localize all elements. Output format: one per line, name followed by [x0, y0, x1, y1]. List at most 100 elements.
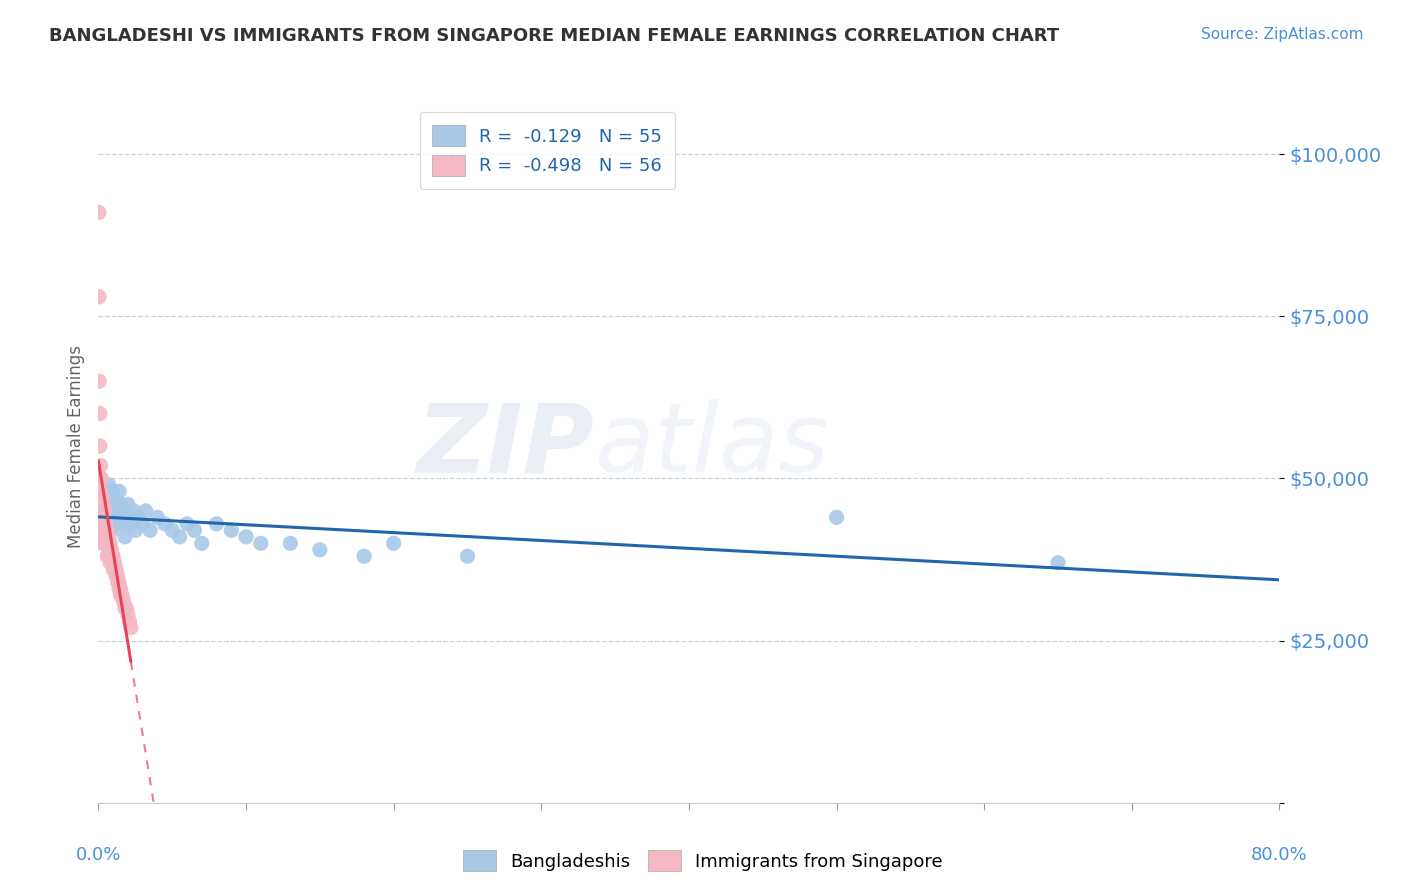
Point: [104, 556, 127, 570]
Point: [1046, 556, 1070, 570]
Point: [139, 524, 162, 538]
Point: [98, 491, 121, 505]
Point: [117, 497, 139, 511]
Point: [250, 536, 273, 550]
Point: [100, 542, 122, 557]
Point: [90, 510, 112, 524]
Legend: R =  -0.129   N = 55, R =  -0.498   N = 56: R = -0.129 N = 55, R = -0.498 N = 56: [419, 112, 675, 188]
Point: [89, 290, 111, 304]
Point: [110, 497, 132, 511]
Point: [104, 516, 127, 531]
Point: [96, 497, 118, 511]
Point: [124, 524, 146, 538]
Point: [110, 510, 132, 524]
Point: [90, 504, 112, 518]
Point: [93, 510, 115, 524]
Point: [93, 524, 115, 538]
Point: [107, 575, 129, 590]
Point: [104, 491, 127, 505]
Point: [100, 484, 122, 499]
Point: [107, 568, 129, 582]
Point: [115, 510, 138, 524]
Point: [117, 607, 139, 622]
Point: [104, 562, 127, 576]
Point: [105, 504, 128, 518]
Point: [105, 562, 128, 576]
Point: [153, 516, 176, 531]
Point: [93, 516, 115, 531]
Point: [94, 536, 117, 550]
Point: [94, 524, 117, 538]
Text: 0.0%: 0.0%: [76, 846, 121, 863]
Point: [87, 205, 110, 219]
Text: BANGLADESHI VS IMMIGRANTS FROM SINGAPORE MEDIAN FEMALE EARNINGS CORRELATION CHAR: BANGLADESHI VS IMMIGRANTS FROM SINGAPORE…: [49, 27, 1059, 45]
Point: [98, 536, 121, 550]
Point: [103, 556, 125, 570]
Point: [110, 582, 132, 596]
Point: [89, 524, 111, 538]
Point: [280, 536, 302, 550]
Point: [90, 497, 112, 511]
Point: [353, 549, 375, 564]
Point: [97, 516, 120, 531]
Point: [97, 549, 120, 564]
Point: [91, 497, 114, 511]
Point: [114, 530, 136, 544]
Point: [94, 484, 117, 499]
Point: [96, 536, 118, 550]
Point: [382, 536, 405, 550]
Point: [176, 516, 198, 531]
Point: [103, 549, 125, 564]
Point: [110, 588, 132, 602]
Point: [191, 536, 214, 550]
Point: [90, 484, 112, 499]
Point: [98, 556, 121, 570]
Point: [96, 524, 118, 538]
Point: [309, 542, 332, 557]
Point: [96, 549, 118, 564]
Point: [122, 504, 145, 518]
Point: [98, 504, 121, 518]
Point: [89, 407, 111, 421]
Point: [90, 471, 112, 485]
Point: [90, 491, 112, 505]
Point: [120, 621, 142, 635]
Point: [127, 510, 149, 524]
Point: [105, 568, 128, 582]
Text: Source: ZipAtlas.com: Source: ZipAtlas.com: [1201, 27, 1364, 42]
Point: [96, 530, 118, 544]
Point: [89, 374, 111, 388]
Point: [94, 530, 117, 544]
Y-axis label: Median Female Earnings: Median Female Earnings: [66, 344, 84, 548]
Point: [108, 575, 131, 590]
Point: [111, 588, 134, 602]
Text: ZIP: ZIP: [416, 400, 595, 492]
Point: [91, 524, 114, 538]
Point: [135, 504, 157, 518]
Legend: Bangladeshis, Immigrants from Singapore: Bangladeshis, Immigrants from Singapore: [456, 843, 950, 879]
Point: [108, 582, 131, 596]
Point: [112, 595, 135, 609]
Point: [132, 516, 155, 531]
Point: [115, 601, 138, 615]
Point: [89, 439, 111, 453]
Point: [97, 536, 120, 550]
Point: [93, 516, 115, 531]
Point: [91, 497, 114, 511]
Point: [114, 601, 136, 615]
Point: [146, 510, 169, 524]
Point: [103, 510, 125, 524]
Point: [118, 614, 141, 628]
Point: [235, 530, 257, 544]
Point: [107, 497, 129, 511]
Point: [457, 549, 479, 564]
Point: [100, 524, 122, 538]
Text: atlas: atlas: [595, 400, 830, 492]
Point: [108, 484, 131, 499]
Point: [93, 491, 115, 505]
Point: [825, 510, 848, 524]
Point: [94, 516, 117, 531]
Point: [183, 524, 205, 538]
Point: [103, 562, 125, 576]
Point: [103, 497, 125, 511]
